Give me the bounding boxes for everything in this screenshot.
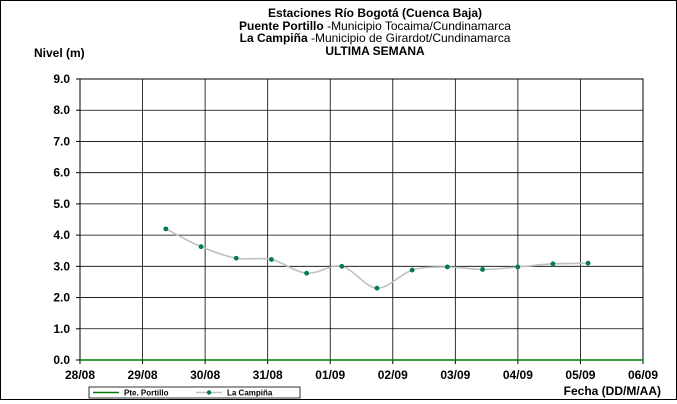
y-tick-label: 1.0: [53, 322, 70, 336]
series-layer: [80, 226, 643, 361]
title-line-bold: La Campiña: [240, 31, 308, 45]
chart-title: Estaciones Río Bogotá (Cuenca Baja)Puent…: [239, 6, 511, 58]
grid-lines: [80, 79, 643, 360]
data-point: [233, 255, 239, 261]
data-point: [585, 260, 591, 266]
y-tick-label: 6.0: [53, 166, 70, 180]
title-line-4: ULTIMA SEMANA: [325, 44, 425, 58]
data-point: [198, 244, 204, 250]
title-line-bold: Puente Portillo: [239, 19, 324, 33]
title-line-1: Estaciones Río Bogotá (Cuenca Baja): [268, 6, 482, 20]
legend-label: La Campiña: [227, 389, 273, 398]
x-tick-label: 01/09: [315, 368, 345, 382]
y-tick-label: 9.0: [53, 72, 70, 86]
legend-label: Pte. Portillo: [124, 389, 169, 398]
x-tick-label: 05/09: [565, 368, 595, 382]
x-tick-label: 06/09: [628, 368, 658, 382]
y-axis-label: Nivel (m): [34, 46, 85, 60]
y-tick-label: 8.0: [53, 103, 70, 117]
data-point: [304, 270, 310, 276]
data-point: [409, 267, 415, 273]
legend: Pte. Portillo La Campiña: [88, 386, 301, 399]
y-tick-label: 4.0: [53, 228, 70, 242]
x-tick-label: 04/09: [503, 368, 533, 382]
x-tick-label: 30/08: [190, 368, 220, 382]
data-point: [163, 226, 169, 232]
x-tick-label: 28/08: [65, 368, 95, 382]
y-tick-label: 3.0: [53, 259, 70, 273]
x-tick-label: 29/08: [128, 368, 158, 382]
y-axis: 0.0 1.0 2.0 3.0 4.0 5.0 6.0 7.0 8.0 9.0: [53, 72, 80, 367]
data-point: [269, 257, 274, 262]
series-line: [165, 228, 589, 289]
legend-item-2: La Campiña: [196, 389, 273, 398]
y-tick-label: 7.0: [53, 134, 70, 148]
legend-marker: [206, 390, 212, 395]
plot-area: [79, 78, 644, 361]
series-2: [163, 226, 591, 291]
title-line-bold: ULTIMA SEMANA: [325, 44, 425, 58]
legend-box: [88, 386, 301, 399]
x-axis: 28/08 29/08 30/08 31/08 01/09 02/09 03/09 04/09…: [65, 360, 658, 382]
title-line-3: La Campiña -Municipio de Girardot/Cundin…: [240, 31, 511, 45]
x-tick-label: 03/09: [440, 368, 470, 382]
x-tick-label: 02/09: [378, 368, 408, 382]
title-line-2: Puente Portillo -Municipio Tocaima/Cundi…: [239, 19, 511, 33]
data-point: [480, 267, 485, 272]
data-point: [374, 285, 380, 291]
y-tick-label: 0.0: [53, 353, 70, 367]
title-line-bold: Estaciones Río Bogotá (Cuenca Baja): [268, 6, 482, 20]
y-tick-label: 2.0: [53, 291, 70, 305]
data-point: [339, 263, 345, 269]
x-axis-label: Fecha (DD/M/AA): [564, 384, 661, 398]
legend-item-1: Pte. Portillo: [93, 389, 169, 398]
data-point: [444, 264, 450, 270]
data-point: [515, 264, 521, 270]
data-point: [550, 261, 556, 267]
x-tick-label: 31/08: [253, 368, 283, 382]
title-line-text: -Municipio Tocaima/Cundinamarca: [324, 19, 512, 33]
title-line-text: -Municipio de Girardot/Cundinamarca: [308, 31, 511, 45]
y-tick-label: 5.0: [53, 197, 70, 211]
